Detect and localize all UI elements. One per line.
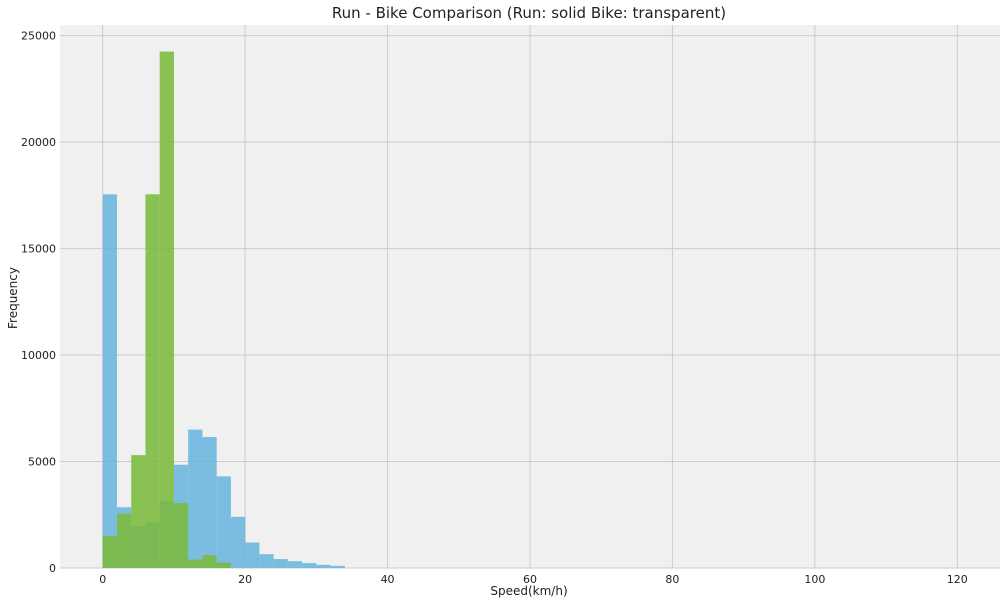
- histogram-bar-series-1: [316, 564, 331, 568]
- y-tick-label: 5000: [28, 456, 56, 469]
- histogram-bar-series-2: [102, 536, 117, 568]
- histogram-bar-series-2: [116, 513, 132, 568]
- y-tick-label: 10000: [21, 349, 56, 362]
- histogram-bar-series-2: [202, 555, 217, 568]
- histogram-bar-series-2: [173, 503, 189, 568]
- histogram-bar-series-1: [287, 561, 303, 568]
- x-tick-label: 120: [947, 573, 968, 586]
- y-tick-label: 15000: [21, 243, 56, 256]
- histogram-bar-series-1: [245, 542, 260, 568]
- x-axis-label: Speed(km/h): [490, 584, 567, 598]
- histogram-bar-series-2: [216, 562, 231, 568]
- histogram-bar-series-1: [216, 476, 231, 568]
- histogram-bar-series-1: [230, 516, 246, 568]
- x-tick-label: 80: [665, 573, 679, 586]
- histogram-bar-series-2: [159, 51, 174, 568]
- histogram-bar-series-1: [273, 559, 288, 568]
- y-tick-label: 0: [49, 562, 56, 575]
- x-tick-label: 40: [381, 573, 395, 586]
- histogram-bar-series-1: [102, 194, 117, 568]
- histogram-bar-series-1: [202, 437, 217, 568]
- y-axis-label: Frequency: [6, 267, 20, 329]
- chart-title: Run - Bike Comparison (Run: solid Bike: …: [332, 4, 726, 22]
- histogram-bars: [102, 51, 345, 568]
- x-tick-label: 100: [804, 573, 825, 586]
- histogram-bar-series-2: [131, 455, 146, 568]
- x-tick-label: 20: [238, 573, 252, 586]
- histogram-bar-series-1: [188, 429, 203, 568]
- histogram-bar-series-2: [145, 194, 160, 568]
- y-tick-label: 25000: [21, 30, 56, 43]
- x-tick-label: 0: [99, 573, 106, 586]
- histogram-bar-series-1: [259, 554, 274, 568]
- histogram-bar-series-1: [302, 563, 317, 568]
- histogram-bar-series-1: [330, 565, 345, 568]
- x-tick-label: 60: [523, 573, 537, 586]
- y-tick-label: 20000: [21, 136, 56, 149]
- tick-labels: 0 20 40 60 80 100 120 0 5000 10000 15000 20000 25000: [21, 30, 968, 586]
- histogram-bar-series-2: [188, 559, 203, 568]
